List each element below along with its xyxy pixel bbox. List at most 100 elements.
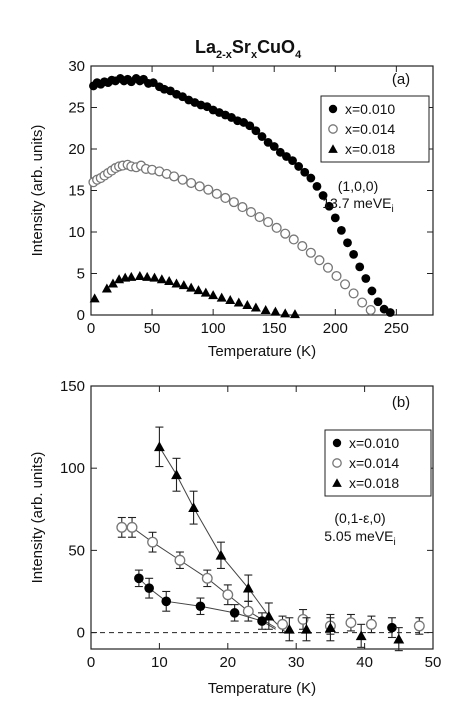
- data-point: [322, 262, 334, 273]
- data-point: [288, 234, 299, 245]
- data-point: [233, 297, 244, 307]
- x-tick-label: 200: [323, 320, 348, 337]
- legend-marker: [332, 478, 342, 487]
- data-point: [177, 174, 188, 185]
- legend-label: x=0.014: [345, 121, 395, 137]
- data-point: [211, 188, 222, 199]
- data-point: [174, 554, 186, 566]
- data-point: [228, 197, 239, 208]
- legend-label: x=0.014: [349, 455, 399, 471]
- data-point: [186, 177, 197, 189]
- y-axis-label: Intensity (arb. units): [29, 125, 46, 257]
- data-point: [142, 271, 153, 281]
- title-sub-x: x: [251, 49, 258, 61]
- data-point: [297, 613, 309, 625]
- data-point: [393, 633, 405, 644]
- data-point: [300, 167, 310, 177]
- legend-marker: [332, 458, 342, 468]
- data-point: [89, 293, 100, 303]
- data-point: [269, 142, 279, 151]
- data-point: [229, 608, 240, 618]
- data-point: [280, 308, 291, 318]
- legend-box: [320, 95, 430, 163]
- data-point: [260, 305, 271, 315]
- data-point: [147, 536, 159, 548]
- data-point: [242, 605, 254, 617]
- data-point: [195, 601, 206, 612]
- data-point: [222, 589, 234, 601]
- data-point: [101, 283, 112, 293]
- data-point: [250, 302, 261, 312]
- legend-marker: [332, 438, 342, 448]
- data-point: [169, 171, 180, 182]
- x-tick-label: 100: [201, 320, 226, 337]
- legend-marker: [328, 124, 338, 134]
- data-point: [314, 255, 325, 266]
- data-point: [385, 308, 395, 317]
- annotation-energy: 5.05 meVEi: [324, 528, 396, 548]
- x-tick-label: 20: [219, 654, 236, 671]
- x-tick-label: 0: [87, 320, 95, 337]
- data-point: [349, 250, 359, 259]
- y-tick-label: 150: [60, 378, 85, 395]
- data-point: [336, 225, 346, 235]
- data-point: [194, 181, 205, 192]
- data-point: [365, 304, 376, 316]
- annotation-energy-value: 13.7 meVE: [322, 195, 391, 211]
- data-point: [263, 216, 274, 228]
- data-point: [254, 212, 265, 223]
- y-tick-label: 15: [68, 183, 85, 200]
- data-point: [340, 279, 351, 290]
- x-axis-label: Temperature (K): [208, 680, 316, 697]
- title-part-cuo: CuO: [257, 37, 295, 57]
- data-point: [215, 549, 227, 560]
- y-tick-label: 20: [68, 141, 85, 158]
- y-tick-label: 0: [77, 625, 85, 642]
- data-point: [134, 573, 144, 584]
- data-point: [245, 121, 255, 131]
- y-tick-label: 5: [77, 266, 85, 283]
- data-point: [318, 191, 328, 200]
- x-tick-label: 50: [425, 654, 442, 671]
- legend-label: x=0.018: [349, 475, 399, 491]
- data-point: [200, 287, 211, 297]
- y-tick-label: 0: [77, 307, 85, 324]
- annotation-energy: 13.7 meVEi: [322, 195, 394, 215]
- data-point: [116, 521, 128, 533]
- data-point: [312, 181, 322, 191]
- data-point: [345, 617, 357, 629]
- data-point: [289, 309, 300, 319]
- data-point: [208, 290, 219, 300]
- annotation-q: (0,1-ε,0): [334, 510, 385, 526]
- panel-b: 0 10 20 30 40 50 0 50 100 150 Temperature (K) Inten…: [29, 378, 441, 697]
- panel-a: 0 50 100 150 200 250 0 5 10 15 20 25 30 Temperature (…: [29, 58, 434, 360]
- data-point: [203, 184, 214, 195]
- panel-label: (a): [392, 71, 410, 88]
- data-point: [343, 238, 352, 248]
- x-tick-label: 10: [151, 654, 168, 671]
- data-point: [361, 274, 371, 283]
- title-sub-4: 4: [295, 49, 302, 61]
- data-point: [178, 280, 189, 290]
- data-point: [413, 620, 425, 632]
- annotation-q: (1,0,0): [338, 178, 378, 194]
- x-tick-label: 250: [384, 320, 409, 337]
- legend-label: x=0.010: [345, 101, 395, 117]
- data-point: [306, 173, 316, 183]
- data-point: [330, 213, 340, 223]
- data-point: [188, 502, 199, 512]
- data-point: [367, 286, 377, 296]
- annotation-energy-sub: i: [392, 204, 394, 215]
- y-tick-label: 50: [68, 542, 85, 559]
- data-point: [331, 270, 342, 282]
- y-axis-label: Intensity (arb. units): [29, 452, 46, 584]
- data-point: [126, 521, 138, 533]
- figure-title: La2-xSrxCuO4: [195, 37, 302, 61]
- data-point: [357, 297, 368, 308]
- x-axis-label: Temperature (K): [208, 343, 316, 360]
- data-point: [324, 201, 334, 211]
- data-point: [154, 441, 165, 452]
- x-tick-label: 50: [144, 320, 161, 337]
